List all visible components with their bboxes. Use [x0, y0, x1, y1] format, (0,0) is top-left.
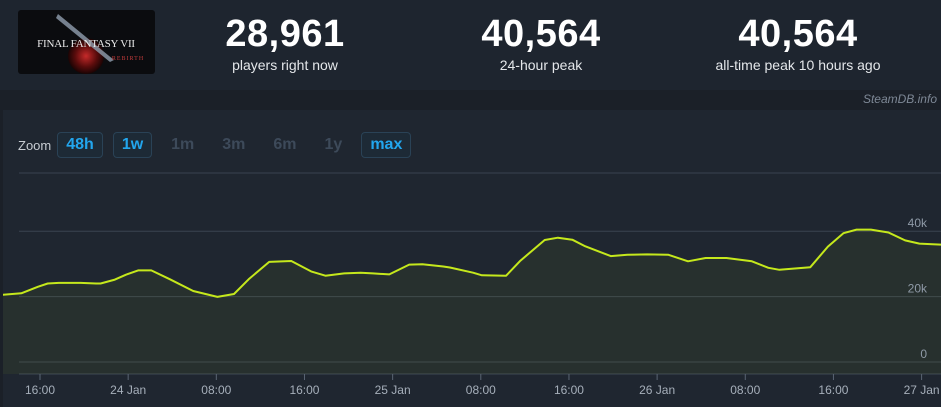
chart-series	[3, 228, 941, 374]
x-tick-label: 08:00	[466, 383, 496, 397]
current-players-value: 28,961	[225, 13, 345, 55]
current-players-label: players right now	[232, 57, 338, 73]
zoom-6m-button[interactable]: 6m	[273, 136, 297, 153]
player-count-area	[3, 229, 941, 374]
zoom-max-button[interactable]: max	[361, 132, 412, 158]
day-peak-label: 24-hour peak	[499, 57, 583, 73]
all-time-peak-value: 40,564	[738, 13, 858, 55]
y-tick-label: 40k	[908, 216, 928, 230]
y-tick-label: 20k	[908, 282, 928, 296]
chart-gridlines	[19, 172, 941, 363]
player-count-chart[interactable]: 16:00 24 Jan 08:00 16:00 25 Jan 08:00 16:00 26 …	[3, 110, 941, 407]
current-players-stat: 28,961 players right now	[175, 12, 395, 74]
zoom-1w-button[interactable]: 1w	[112, 132, 153, 158]
chart-x-axis: 16:00 24 Jan 08:00 16:00 25 Jan 08:00 16:00 26 …	[19, 373, 941, 397]
x-tick-label: 16:00	[289, 383, 319, 397]
y-tick-label: 0	[920, 347, 927, 361]
zoom-3m-button[interactable]: 3m	[222, 136, 246, 153]
day-peak-stat: 40,564 24-hour peak	[431, 12, 651, 74]
stats-header: FINAL FANTASY VII REBIRTH 28,961 players…	[0, 0, 941, 90]
zoom-label: Zoom	[18, 137, 52, 153]
x-tick-label: 08:00	[730, 383, 760, 397]
x-tick-label: 16:00	[554, 383, 584, 397]
all-time-peak-label: all-time peak 10 hours ago	[715, 57, 881, 73]
zoom-48h-button[interactable]: 48h	[57, 132, 103, 158]
zoom-1y-button[interactable]: 1y	[324, 136, 343, 153]
x-tick-label: 27 Jan	[904, 383, 940, 397]
all-time-peak-stat: 40,564 all-time peak 10 hours ago	[688, 12, 908, 74]
day-peak-value: 40,564	[481, 13, 601, 55]
x-tick-label: 08:00	[201, 383, 231, 397]
x-tick-label: 25 Jan	[375, 383, 411, 397]
player-count-line	[3, 228, 941, 298]
chart-panel: Zoom 48h 1w 1m 3m 6m 1y max 16:00 24 Jan 0…	[3, 110, 941, 407]
zoom-1m-button[interactable]: 1m	[171, 136, 195, 153]
x-tick-label: 26 Jan	[639, 383, 675, 397]
x-tick-label: 16:00	[818, 383, 848, 397]
x-tick-label: 24 Jan	[110, 383, 146, 397]
sword-emblem	[56, 14, 114, 62]
chart-y-axis: 0 20k 40k	[908, 216, 928, 361]
game-logo[interactable]: FINAL FANTASY VII REBIRTH	[18, 10, 155, 74]
game-logo-image: FINAL FANTASY VII REBIRTH	[37, 14, 144, 74]
logo-subtitle: REBIRTH	[112, 56, 144, 62]
steamdb-credit[interactable]: SteamDB.info	[862, 92, 937, 106]
logo-title: FINAL FANTASY VII	[37, 38, 135, 50]
x-tick-label: 16:00	[25, 383, 55, 397]
zoom-controls: Zoom 48h 1w 1m 3m 6m 1y max	[18, 132, 421, 158]
